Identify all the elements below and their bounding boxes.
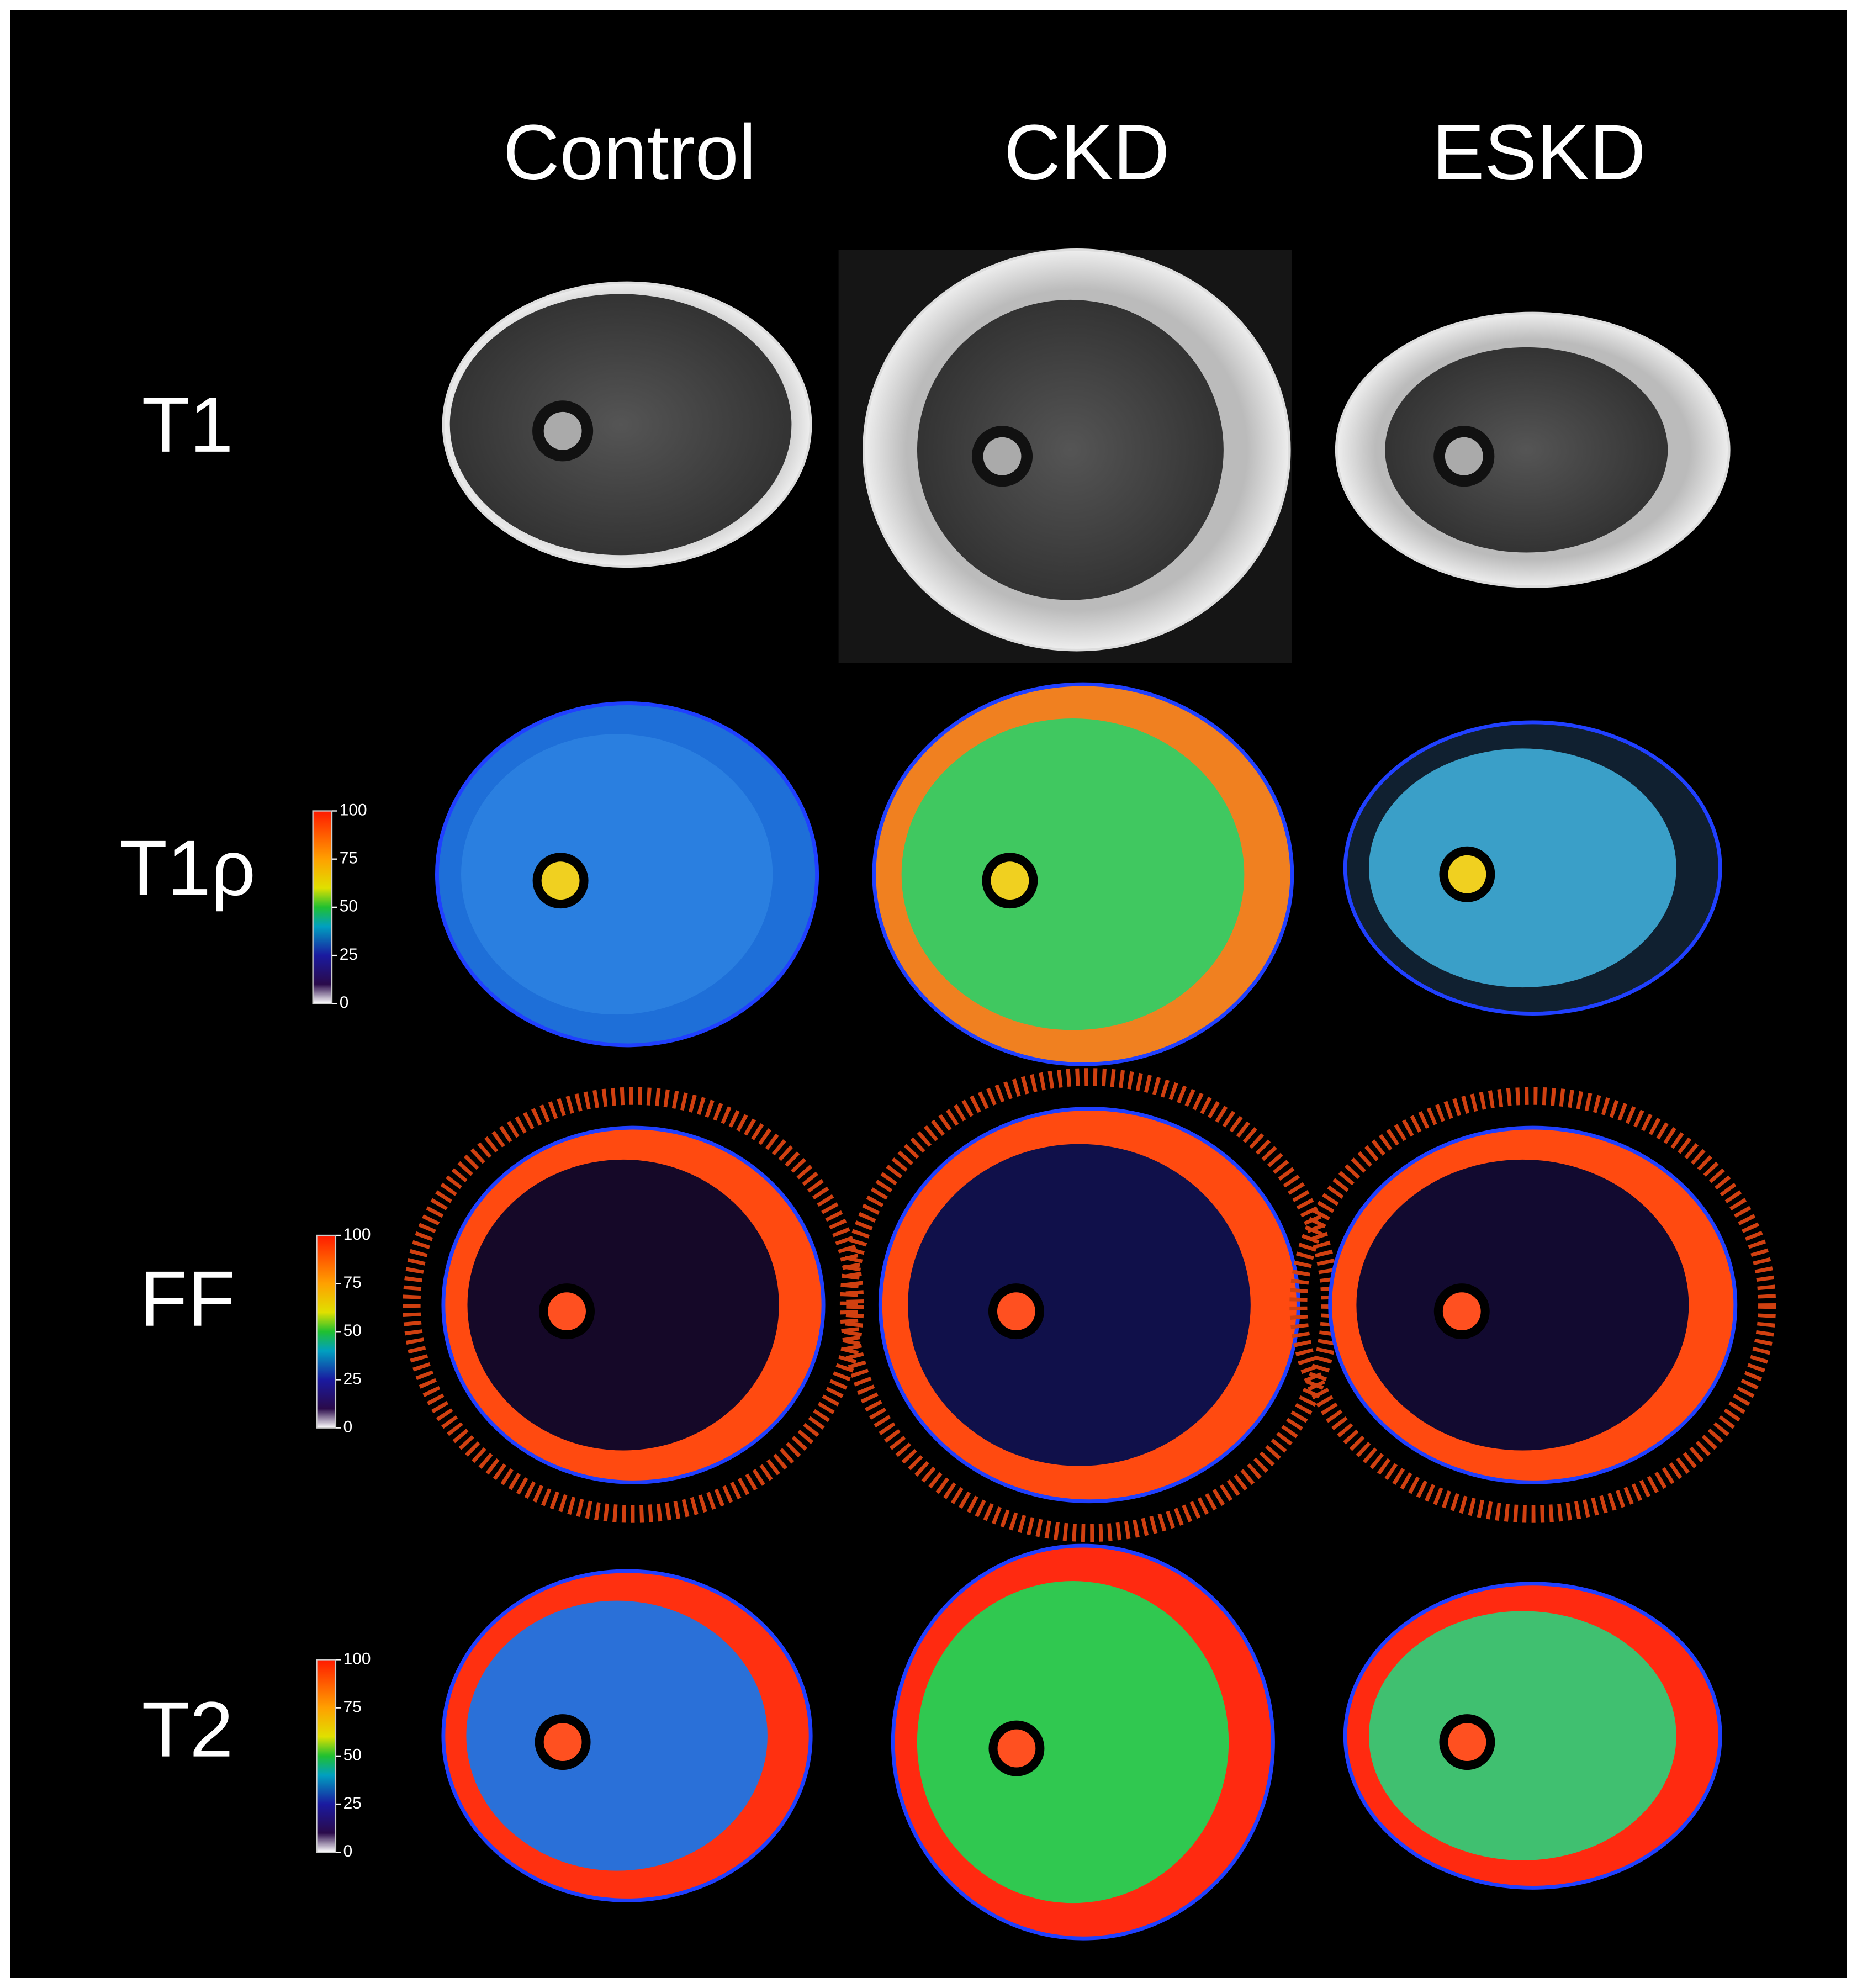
mri-image bbox=[838, 248, 1292, 663]
colorbar-tick-label: 0 bbox=[343, 1418, 353, 1436]
noise-ring bbox=[1289, 1087, 1776, 1523]
mri-image bbox=[872, 682, 1294, 1066]
bone-marrow bbox=[548, 1292, 586, 1331]
bone-marrow bbox=[1442, 1292, 1481, 1331]
bone-marrow bbox=[983, 437, 1022, 475]
inner-tissue bbox=[1368, 1611, 1676, 1860]
colorbar-tick-label: 75 bbox=[343, 1273, 362, 1292]
bone-marrow bbox=[1445, 437, 1483, 475]
bone-marrow bbox=[541, 861, 580, 900]
inner-tissue bbox=[1368, 748, 1676, 988]
inner-tissue bbox=[466, 1600, 768, 1871]
colorbar-tick-label: 75 bbox=[340, 849, 358, 868]
colorbar-tick-label: 100 bbox=[343, 1225, 371, 1244]
colorbar bbox=[316, 1234, 337, 1429]
mri-image bbox=[1343, 1582, 1722, 1890]
colorbar bbox=[312, 810, 333, 1004]
colorbar-tick-label: 0 bbox=[343, 1842, 353, 1860]
colorbar-tick-label: 75 bbox=[343, 1698, 362, 1716]
colorbar-tick-label: 50 bbox=[340, 897, 358, 916]
row-label: T1 bbox=[142, 381, 234, 469]
row-label: FF bbox=[140, 1255, 236, 1343]
bone-marrow bbox=[543, 1723, 582, 1762]
colorbar-tick-label: 100 bbox=[340, 801, 367, 819]
colorbar-tick-label: 25 bbox=[343, 1370, 362, 1388]
inner-tissue bbox=[901, 718, 1245, 1030]
colorbar-tick-label: 100 bbox=[343, 1649, 371, 1668]
mri-image bbox=[441, 1569, 813, 1902]
mri-image bbox=[1335, 311, 1731, 588]
inner-tissue bbox=[467, 1159, 779, 1451]
colorbar bbox=[316, 1659, 337, 1853]
row-label: T2 bbox=[142, 1686, 234, 1774]
mri-image bbox=[891, 1543, 1275, 1941]
column-header: ESKD bbox=[1432, 109, 1646, 197]
inner-tissue bbox=[461, 734, 773, 1015]
colorbar-tick-label: 25 bbox=[340, 945, 358, 964]
colorbar-tick-label: 25 bbox=[343, 1794, 362, 1812]
column-header: Control bbox=[503, 109, 756, 197]
column-header: CKD bbox=[1004, 109, 1170, 197]
mri-image bbox=[435, 701, 819, 1048]
mri-image bbox=[1343, 720, 1722, 1016]
mri-image bbox=[1289, 1087, 1776, 1523]
inner-tissue bbox=[908, 1144, 1251, 1466]
inner-tissue bbox=[1356, 1159, 1689, 1451]
bone-marrow bbox=[997, 1729, 1036, 1768]
colorbar-tick-label: 50 bbox=[343, 1746, 362, 1764]
colorbar-tick-label: 0 bbox=[340, 993, 349, 1012]
labels: Control CKD ESKD T1 T1ρ FF T2 100 75 50 25 0 100 75 50… bbox=[119, 109, 1646, 1860]
bone-marrow bbox=[1448, 855, 1486, 893]
bone-marrow bbox=[543, 411, 582, 450]
colorbar-tick-label: 50 bbox=[343, 1321, 362, 1340]
bone-marrow bbox=[997, 1292, 1035, 1331]
bone-marrow bbox=[1448, 1723, 1486, 1762]
row-label: T1ρ bbox=[119, 824, 256, 912]
muscle bbox=[917, 299, 1224, 600]
mri-image bbox=[839, 1068, 1339, 1542]
muscle bbox=[449, 294, 792, 556]
image-panels bbox=[403, 248, 1776, 1941]
mri-image bbox=[442, 281, 812, 568]
inner-tissue bbox=[917, 1581, 1229, 1904]
bone-marrow bbox=[991, 861, 1029, 900]
muscle bbox=[1385, 347, 1668, 553]
